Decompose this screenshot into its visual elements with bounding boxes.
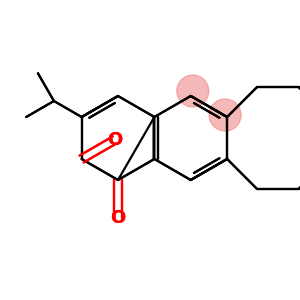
Text: O: O (110, 209, 126, 227)
Circle shape (209, 99, 241, 131)
Text: O: O (107, 131, 122, 149)
Text: O: O (107, 131, 122, 149)
Circle shape (177, 75, 209, 107)
Text: O: O (110, 209, 126, 227)
